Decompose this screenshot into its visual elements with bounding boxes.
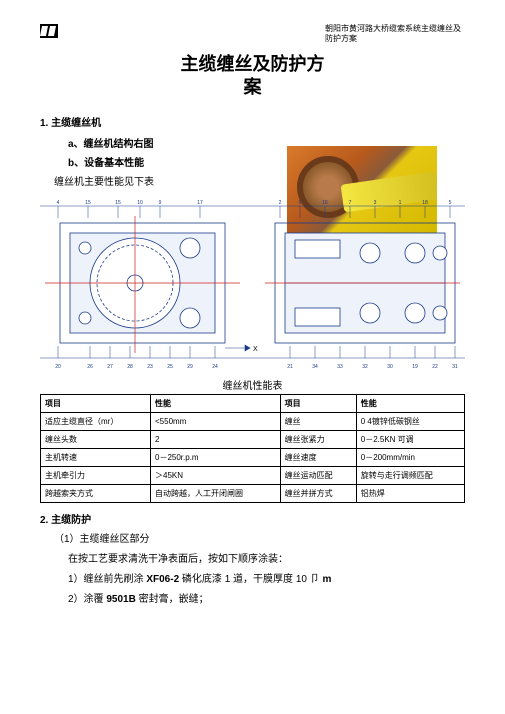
- th: 项目: [41, 394, 151, 412]
- svg-text:18: 18: [422, 200, 428, 206]
- performance-table: 项目 性能 项目 性能 适应主缆直径（mr）<550mm缠丝0 4镀锌低碳钢丝缠…: [40, 394, 465, 503]
- td: 缠丝: [280, 412, 356, 430]
- page-title: 主缆缠丝及防护方 案: [40, 53, 465, 100]
- td: 主机转速: [41, 448, 151, 466]
- td: <550mm: [151, 412, 281, 430]
- svg-text:17: 17: [197, 200, 203, 206]
- svg-text:2: 2: [279, 200, 282, 206]
- th: 性能: [356, 394, 464, 412]
- table-caption: 缠丝机性能表: [40, 377, 465, 392]
- td: 缠丝张紧力: [280, 430, 356, 448]
- logo-icon: [40, 24, 58, 38]
- td: 铝热焊: [356, 484, 464, 502]
- machine-diagram: 41515 10917 2616 731 185: [40, 198, 465, 373]
- table-row: 缠丝头数2缠丝张紧力0－2.5KN 可调: [41, 430, 465, 448]
- section-2-heading: 2. 主缆防护: [40, 511, 465, 526]
- svg-text:29: 29: [187, 364, 193, 370]
- td: 2: [151, 430, 281, 448]
- td: 跨越索夹方式: [41, 484, 151, 502]
- svg-text:28: 28: [127, 364, 133, 370]
- svg-text:25: 25: [167, 364, 173, 370]
- svg-text:19: 19: [412, 364, 418, 370]
- svg-text:16: 16: [322, 200, 328, 206]
- td: 自动跨越，人工开闭闸圈: [151, 484, 281, 502]
- svg-text:3: 3: [374, 200, 377, 206]
- section-2-item2: 2）涂覆 9501B 密封膏，嵌缝；: [68, 592, 465, 607]
- svg-text:X: X: [253, 346, 258, 353]
- svg-text:9: 9: [159, 200, 162, 206]
- td: 缠丝头数: [41, 430, 151, 448]
- table-row: 主机转速0－250r.p.m缠丝速度0－200mm/min: [41, 448, 465, 466]
- svg-text:32: 32: [362, 364, 368, 370]
- td: 0－200mm/min: [356, 448, 464, 466]
- svg-text:7: 7: [349, 200, 352, 206]
- td: 0－2.5KN 可调: [356, 430, 464, 448]
- svg-text:15: 15: [85, 200, 91, 206]
- table-row: 跨越索夹方式自动跨越，人工开闭闸圈缠丝并拼方式铝热焊: [41, 484, 465, 502]
- td: 主机牵引力: [41, 466, 151, 484]
- svg-text:31: 31: [452, 364, 458, 370]
- section-2-item1: 1）缠丝前先刷涂 XF06-2 磷化底漆 1 道，干膜厚度 10 卩 m: [68, 572, 465, 587]
- td: 适应主缆直径（mr）: [41, 412, 151, 430]
- svg-text:5: 5: [449, 200, 452, 206]
- table-row: 主机牵引力＞45KN缠丝运动匹配旋转与走行调频匹配: [41, 466, 465, 484]
- svg-text:20: 20: [55, 364, 61, 370]
- svg-text:6: 6: [299, 200, 302, 206]
- svg-text:21: 21: [287, 364, 293, 370]
- section-1-heading: 1. 主缆缠丝机: [40, 114, 465, 129]
- svg-text:1: 1: [399, 200, 402, 206]
- header-doc-ref: 朝阳市黄河路大桥缆索系统主缆缠丝及防护方案: [325, 24, 465, 45]
- section-2-sub1: （1）主缆缠丝区部分: [54, 532, 465, 547]
- svg-text:15: 15: [115, 200, 121, 206]
- td: ＞45KN: [151, 466, 281, 484]
- td: 缠丝并拼方式: [280, 484, 356, 502]
- section-2-line1: 在按工艺要求清洗干净表面后，按如下顺序涂装：: [68, 552, 465, 567]
- td: 0 4镀锌低碳钢丝: [356, 412, 464, 430]
- svg-text:33: 33: [337, 364, 343, 370]
- svg-text:30: 30: [387, 364, 393, 370]
- svg-text:24: 24: [212, 364, 218, 370]
- th: 项目: [280, 394, 356, 412]
- svg-text:10: 10: [137, 200, 143, 206]
- td: 0－250r.p.m: [151, 448, 281, 466]
- table-header-row: 项目 性能 项目 性能: [41, 394, 465, 412]
- table-row: 适应主缆直径（mr）<550mm缠丝0 4镀锌低碳钢丝: [41, 412, 465, 430]
- svg-text:27: 27: [107, 364, 113, 370]
- td: 缠丝速度: [280, 448, 356, 466]
- th: 性能: [151, 394, 281, 412]
- svg-text:26: 26: [87, 364, 93, 370]
- svg-text:4: 4: [57, 200, 60, 206]
- svg-text:22: 22: [432, 364, 438, 370]
- svg-text:34: 34: [312, 364, 318, 370]
- td: 旋转与走行调频匹配: [356, 466, 464, 484]
- td: 缠丝运动匹配: [280, 466, 356, 484]
- svg-text:23: 23: [147, 364, 153, 370]
